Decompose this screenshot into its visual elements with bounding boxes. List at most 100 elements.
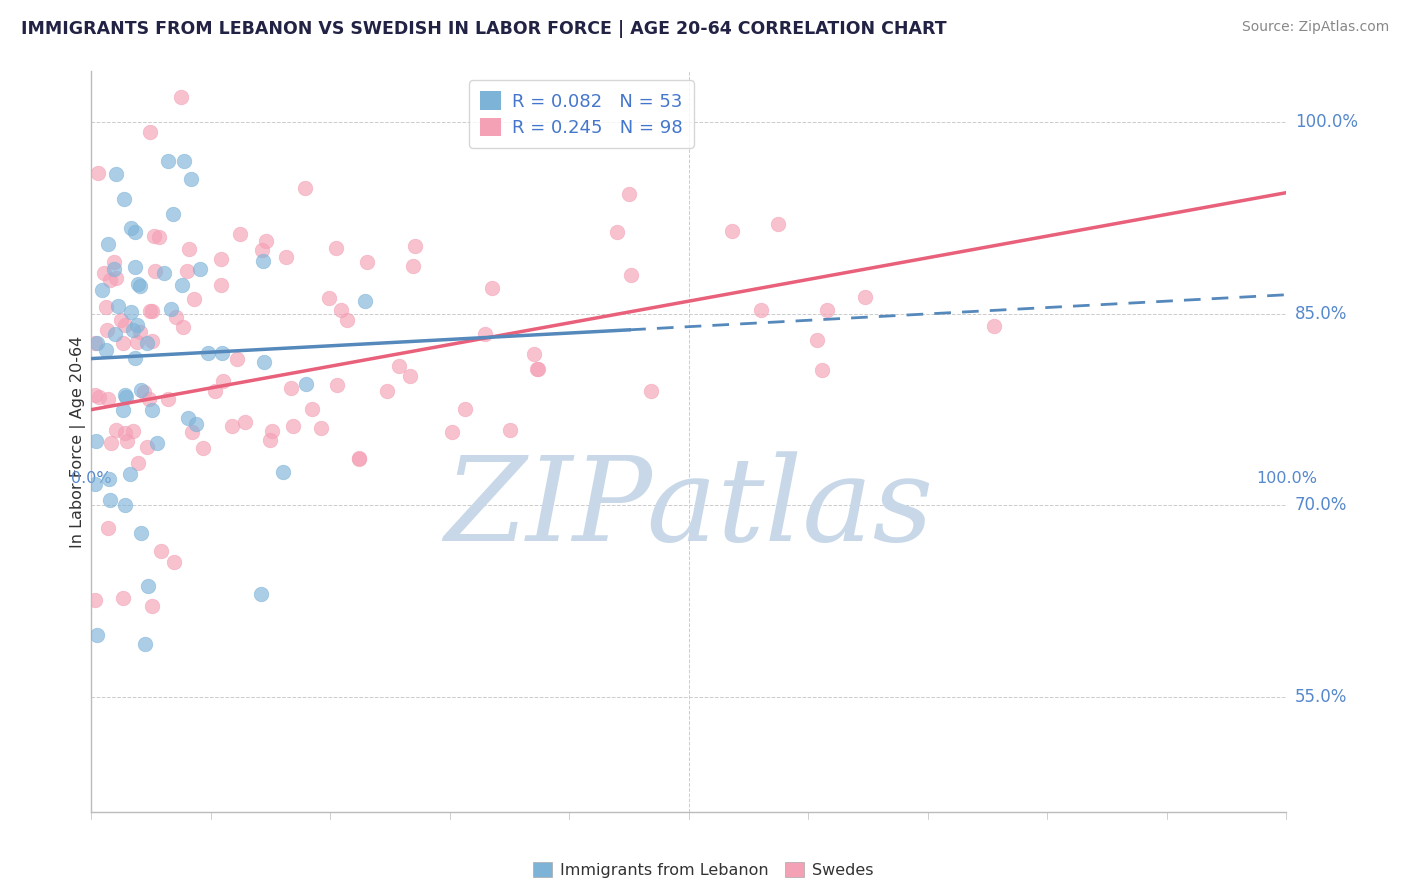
Point [329, 303, 352, 318]
Text: 0.0%: 0.0% [72, 471, 111, 486]
Point [163, 555, 186, 569]
Point [325, 241, 347, 255]
Point [87, 390, 110, 404]
Point [523, 347, 546, 361]
Legend: R = 0.082   N = 53, R = 0.245   N = 98: R = 0.082 N = 53, R = 0.245 N = 98 [470, 80, 693, 148]
Point [159, 302, 181, 317]
Point [252, 254, 274, 268]
Text: ZIPatlas: ZIPatlas [444, 450, 934, 566]
Point [121, 323, 143, 337]
Point [86, 336, 108, 351]
Point [97, 392, 120, 406]
Point [84, 387, 107, 401]
Point [129, 525, 152, 540]
Point [118, 467, 141, 481]
Point [94, 343, 117, 358]
Point [325, 377, 347, 392]
Point [97, 236, 120, 251]
Point [212, 374, 235, 388]
Point [640, 384, 662, 399]
Point [815, 303, 838, 318]
Point [124, 351, 146, 365]
Point [111, 591, 134, 606]
Point [806, 334, 828, 348]
Point [93, 266, 115, 280]
Point [440, 425, 463, 439]
Point [204, 384, 226, 398]
Point [221, 419, 243, 434]
Point [152, 266, 174, 280]
Point [111, 403, 134, 417]
Point [620, 268, 643, 282]
Point [127, 277, 149, 292]
Point [262, 424, 284, 438]
Point [138, 392, 160, 406]
Point [177, 242, 200, 256]
Point [527, 362, 550, 376]
Point [120, 305, 142, 319]
Point [114, 318, 136, 332]
Point [124, 260, 146, 274]
Point [170, 90, 193, 104]
Point [617, 187, 640, 202]
Point [173, 153, 195, 168]
Point [138, 125, 160, 139]
Point [209, 277, 232, 292]
Point [98, 273, 121, 287]
Point [404, 239, 426, 253]
Point [114, 388, 136, 402]
Point [180, 171, 202, 186]
Point [229, 227, 252, 241]
Point [84, 593, 107, 607]
Point [84, 434, 107, 449]
Point [129, 383, 152, 397]
Point [526, 362, 548, 376]
Point [810, 363, 832, 377]
Point [388, 359, 411, 373]
Point [103, 255, 125, 269]
Point [114, 390, 136, 404]
Point [100, 436, 122, 450]
Point [141, 334, 163, 348]
Point [721, 224, 744, 238]
Point [125, 318, 148, 333]
Point [318, 291, 340, 305]
Point [402, 259, 425, 273]
Point [125, 334, 148, 349]
Point [115, 434, 138, 449]
Point [294, 180, 316, 194]
Point [143, 229, 166, 244]
Point [94, 300, 117, 314]
Point [766, 217, 789, 231]
Point [104, 168, 127, 182]
Point [141, 403, 163, 417]
Point [128, 279, 150, 293]
Point [853, 290, 876, 304]
Point [114, 498, 136, 512]
Text: 85.0%: 85.0% [1295, 305, 1347, 323]
Point [375, 384, 398, 398]
Point [87, 166, 110, 180]
Point [105, 271, 128, 285]
Point [156, 392, 179, 406]
Point [122, 424, 145, 438]
Text: 55.0%: 55.0% [1295, 688, 1347, 706]
Point [295, 376, 318, 391]
Point [112, 192, 135, 206]
Point [139, 303, 162, 318]
Point [114, 426, 136, 441]
Point [134, 637, 156, 651]
Point [983, 319, 1005, 334]
Point [606, 225, 628, 239]
Point [98, 493, 121, 508]
Point [186, 417, 208, 431]
Point [749, 302, 772, 317]
Point [176, 264, 198, 278]
Point [97, 472, 120, 486]
Point [138, 579, 160, 593]
Point [188, 262, 211, 277]
Point [86, 627, 108, 641]
Point [280, 381, 302, 395]
Legend: Immigrants from Lebanon, Swedes: Immigrants from Lebanon, Swedes [526, 855, 880, 884]
Point [180, 425, 202, 439]
